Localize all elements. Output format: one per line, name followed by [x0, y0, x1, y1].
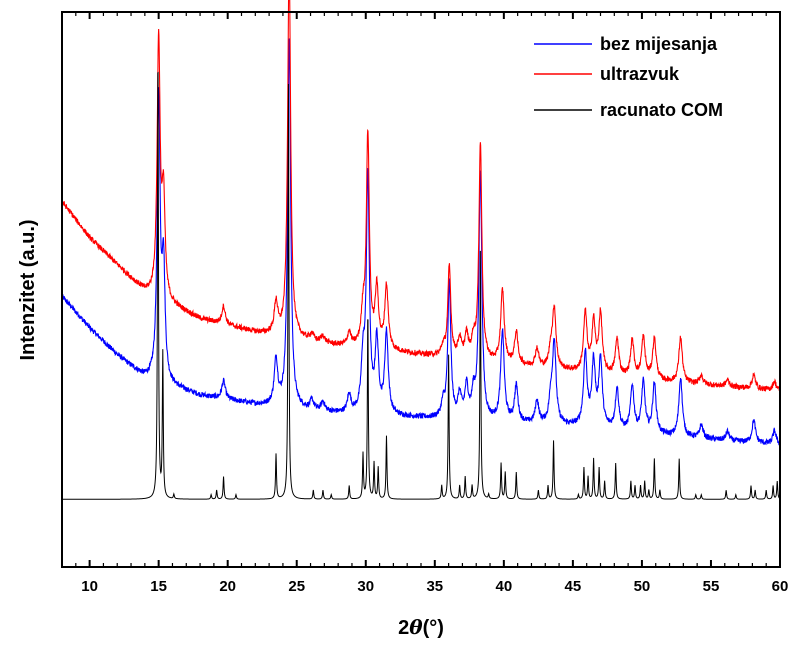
- series-line-2: [62, 71, 781, 500]
- x-axis-title-symbol: θ: [409, 615, 423, 639]
- x-axis-title-prefix: 2: [398, 617, 409, 639]
- x-tick-label: 60: [772, 578, 789, 595]
- x-tick-label: 50: [634, 578, 651, 595]
- legend: bez mijesanja ultrazvuk racunato COM: [534, 34, 723, 120]
- x-tick-label: 20: [219, 578, 236, 595]
- series-line-0: [61, 38, 781, 446]
- x-tick-label: 40: [496, 578, 513, 595]
- series-layer: [61, 0, 781, 500]
- x-tick-label: 30: [357, 578, 374, 595]
- x-tick-label: 55: [703, 578, 720, 595]
- x-axis-title-suffix: (°): [423, 617, 444, 639]
- legend-label-2: racunato COM: [600, 100, 723, 120]
- legend-label-1: ultrazvuk: [600, 64, 680, 84]
- legend-label-0: bez mijesanja: [600, 34, 718, 54]
- x-axis-title: 2θ(°): [398, 615, 444, 639]
- x-tick-label: 45: [565, 578, 582, 595]
- x-tick-label: 35: [426, 578, 443, 595]
- y-axis-title: Intenzitet (a.u.): [17, 219, 39, 360]
- x-axis: 10 15 20 25 30 35 40 45 50 55 60: [61, 12, 789, 595]
- x-tick-label: 25: [288, 578, 305, 595]
- x-tick-label: 10: [81, 578, 98, 595]
- x-tick-label: 15: [150, 578, 167, 595]
- series-line-1: [61, 0, 781, 393]
